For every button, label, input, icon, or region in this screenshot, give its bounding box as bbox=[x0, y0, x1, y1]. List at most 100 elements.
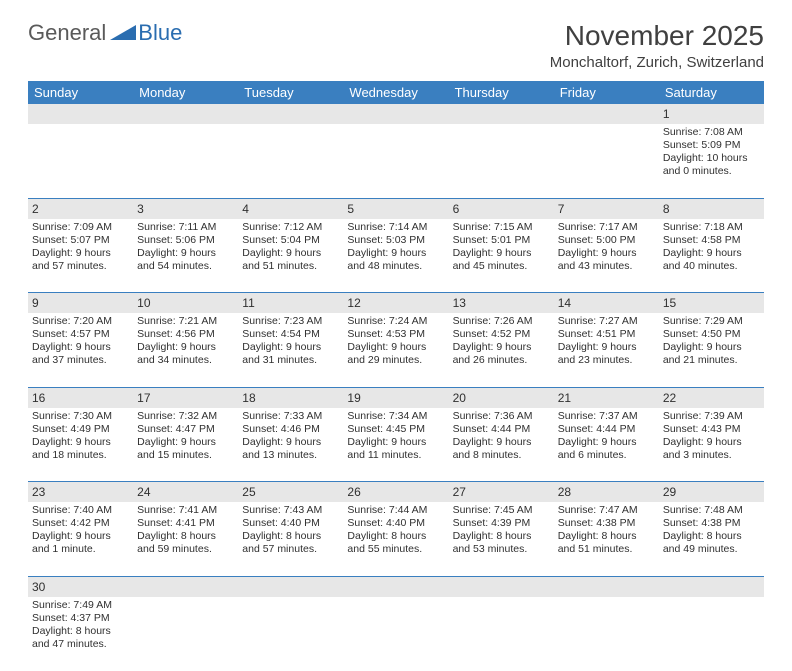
day-number-cell: 28 bbox=[554, 482, 659, 503]
sunset-text: Sunset: 4:58 PM bbox=[663, 234, 760, 247]
day-cell: Sunrise: 7:21 AMSunset: 4:56 PMDaylight:… bbox=[133, 313, 238, 387]
day-number-cell: 7 bbox=[554, 198, 659, 219]
sunset-text: Sunset: 4:38 PM bbox=[558, 517, 655, 530]
sunset-text: Sunset: 4:37 PM bbox=[32, 612, 129, 625]
day2-text: and 11 minutes. bbox=[347, 449, 444, 462]
day1-text: Daylight: 9 hours bbox=[663, 247, 760, 260]
day1-text: Daylight: 8 hours bbox=[663, 530, 760, 543]
day-cell: Sunrise: 7:26 AMSunset: 4:52 PMDaylight:… bbox=[449, 313, 554, 387]
day1-text: Daylight: 9 hours bbox=[663, 436, 760, 449]
day-number: 9 bbox=[32, 296, 39, 310]
day2-text: and 15 minutes. bbox=[137, 449, 234, 462]
day2-text: and 49 minutes. bbox=[663, 543, 760, 556]
day-number: 2 bbox=[32, 202, 39, 216]
day-number: 26 bbox=[347, 485, 360, 499]
day1-text: Daylight: 9 hours bbox=[137, 247, 234, 260]
sunset-text: Sunset: 4:54 PM bbox=[242, 328, 339, 341]
day-number-cell: 14 bbox=[554, 293, 659, 314]
day-number: 25 bbox=[242, 485, 255, 499]
day-header: Tuesday bbox=[238, 81, 343, 104]
day-number-cell: 20 bbox=[449, 387, 554, 408]
day-header: Thursday bbox=[449, 81, 554, 104]
sunrise-text: Sunrise: 7:34 AM bbox=[347, 410, 444, 423]
sunrise-text: Sunrise: 7:20 AM bbox=[32, 315, 129, 328]
sunset-text: Sunset: 4:53 PM bbox=[347, 328, 444, 341]
day2-text: and 6 minutes. bbox=[558, 449, 655, 462]
day-cell: Sunrise: 7:17 AMSunset: 5:00 PMDaylight:… bbox=[554, 219, 659, 293]
day1-text: Daylight: 9 hours bbox=[663, 341, 760, 354]
day2-text: and 51 minutes. bbox=[558, 543, 655, 556]
day1-text: Daylight: 9 hours bbox=[32, 530, 129, 543]
day-number: 14 bbox=[558, 296, 571, 310]
day-number-cell: 3 bbox=[133, 198, 238, 219]
day-number-row: 9101112131415 bbox=[28, 293, 764, 314]
sunrise-text: Sunrise: 7:18 AM bbox=[663, 221, 760, 234]
day-cell: Sunrise: 7:32 AMSunset: 4:47 PMDaylight:… bbox=[133, 408, 238, 482]
day-cell: Sunrise: 7:27 AMSunset: 4:51 PMDaylight:… bbox=[554, 313, 659, 387]
day2-text: and 57 minutes. bbox=[32, 260, 129, 273]
day2-text: and 26 minutes. bbox=[453, 354, 550, 367]
day2-text: and 29 minutes. bbox=[347, 354, 444, 367]
day-cell bbox=[343, 124, 448, 198]
day-number-cell: 15 bbox=[659, 293, 764, 314]
sunrise-text: Sunrise: 7:49 AM bbox=[32, 599, 129, 612]
sunset-text: Sunset: 5:04 PM bbox=[242, 234, 339, 247]
sunrise-text: Sunrise: 7:44 AM bbox=[347, 504, 444, 517]
day-number: 23 bbox=[32, 485, 45, 499]
day-number-cell bbox=[343, 576, 448, 597]
day-number-row: 1 bbox=[28, 104, 764, 124]
day-cell: Sunrise: 7:08 AMSunset: 5:09 PMDaylight:… bbox=[659, 124, 764, 198]
sunrise-text: Sunrise: 7:39 AM bbox=[663, 410, 760, 423]
sunset-text: Sunset: 5:07 PM bbox=[32, 234, 129, 247]
day-cell: Sunrise: 7:11 AMSunset: 5:06 PMDaylight:… bbox=[133, 219, 238, 293]
day-number-cell: 4 bbox=[238, 198, 343, 219]
day2-text: and 31 minutes. bbox=[242, 354, 339, 367]
day1-text: Daylight: 9 hours bbox=[347, 436, 444, 449]
day-cell: Sunrise: 7:47 AMSunset: 4:38 PMDaylight:… bbox=[554, 502, 659, 576]
day-cell: Sunrise: 7:33 AMSunset: 4:46 PMDaylight:… bbox=[238, 408, 343, 482]
day-number-cell: 29 bbox=[659, 482, 764, 503]
day-cell bbox=[238, 124, 343, 198]
sunset-text: Sunset: 4:41 PM bbox=[137, 517, 234, 530]
day-number-cell: 27 bbox=[449, 482, 554, 503]
day-number-cell: 16 bbox=[28, 387, 133, 408]
logo-text-blue: Blue bbox=[138, 20, 182, 46]
sunrise-text: Sunrise: 7:43 AM bbox=[242, 504, 339, 517]
sunrise-text: Sunrise: 7:26 AM bbox=[453, 315, 550, 328]
sunrise-text: Sunrise: 7:11 AM bbox=[137, 221, 234, 234]
day2-text: and 34 minutes. bbox=[137, 354, 234, 367]
day-cell: Sunrise: 7:09 AMSunset: 5:07 PMDaylight:… bbox=[28, 219, 133, 293]
day-number-cell bbox=[659, 576, 764, 597]
day-number-cell: 5 bbox=[343, 198, 448, 219]
day-number-cell: 24 bbox=[133, 482, 238, 503]
day-content-row: Sunrise: 7:09 AMSunset: 5:07 PMDaylight:… bbox=[28, 219, 764, 293]
day-cell: Sunrise: 7:44 AMSunset: 4:40 PMDaylight:… bbox=[343, 502, 448, 576]
day1-text: Daylight: 8 hours bbox=[347, 530, 444, 543]
sunset-text: Sunset: 5:00 PM bbox=[558, 234, 655, 247]
day-number-cell bbox=[554, 104, 659, 124]
day-number-cell bbox=[133, 104, 238, 124]
page-title: November 2025 bbox=[550, 20, 764, 52]
day-cell: Sunrise: 7:45 AMSunset: 4:39 PMDaylight:… bbox=[449, 502, 554, 576]
day1-text: Daylight: 8 hours bbox=[137, 530, 234, 543]
sunset-text: Sunset: 4:49 PM bbox=[32, 423, 129, 436]
day-cell bbox=[449, 124, 554, 198]
day1-text: Daylight: 9 hours bbox=[558, 436, 655, 449]
day-content-row: Sunrise: 7:49 AMSunset: 4:37 PMDaylight:… bbox=[28, 597, 764, 671]
header: General Blue November 2025 Monchaltorf, … bbox=[28, 20, 764, 71]
day-content-row: Sunrise: 7:30 AMSunset: 4:49 PM Daylight:… bbox=[28, 408, 764, 482]
sunrise-text: Sunrise: 7:30 AM bbox=[32, 410, 129, 423]
sunrise-text: Sunrise: 7:37 AM bbox=[558, 410, 655, 423]
day-cell: Sunrise: 7:24 AMSunset: 4:53 PMDaylight:… bbox=[343, 313, 448, 387]
day1-text: Daylight: 8 hours bbox=[453, 530, 550, 543]
day-cell: Sunrise: 7:48 AMSunset: 4:38 PMDaylight:… bbox=[659, 502, 764, 576]
day-number-cell bbox=[238, 576, 343, 597]
day2-text: and 23 minutes. bbox=[558, 354, 655, 367]
sunset-text: Sunset: 4:39 PM bbox=[453, 517, 550, 530]
day1-text: Daylight: 9 hours bbox=[137, 341, 234, 354]
sunrise-text: Sunrise: 7:23 AM bbox=[242, 315, 339, 328]
day2-text: and 54 minutes. bbox=[137, 260, 234, 273]
sunrise-text: Sunrise: 7:08 AM bbox=[663, 126, 760, 139]
day-number-cell: 10 bbox=[133, 293, 238, 314]
sunrise-text: Sunrise: 7:47 AM bbox=[558, 504, 655, 517]
